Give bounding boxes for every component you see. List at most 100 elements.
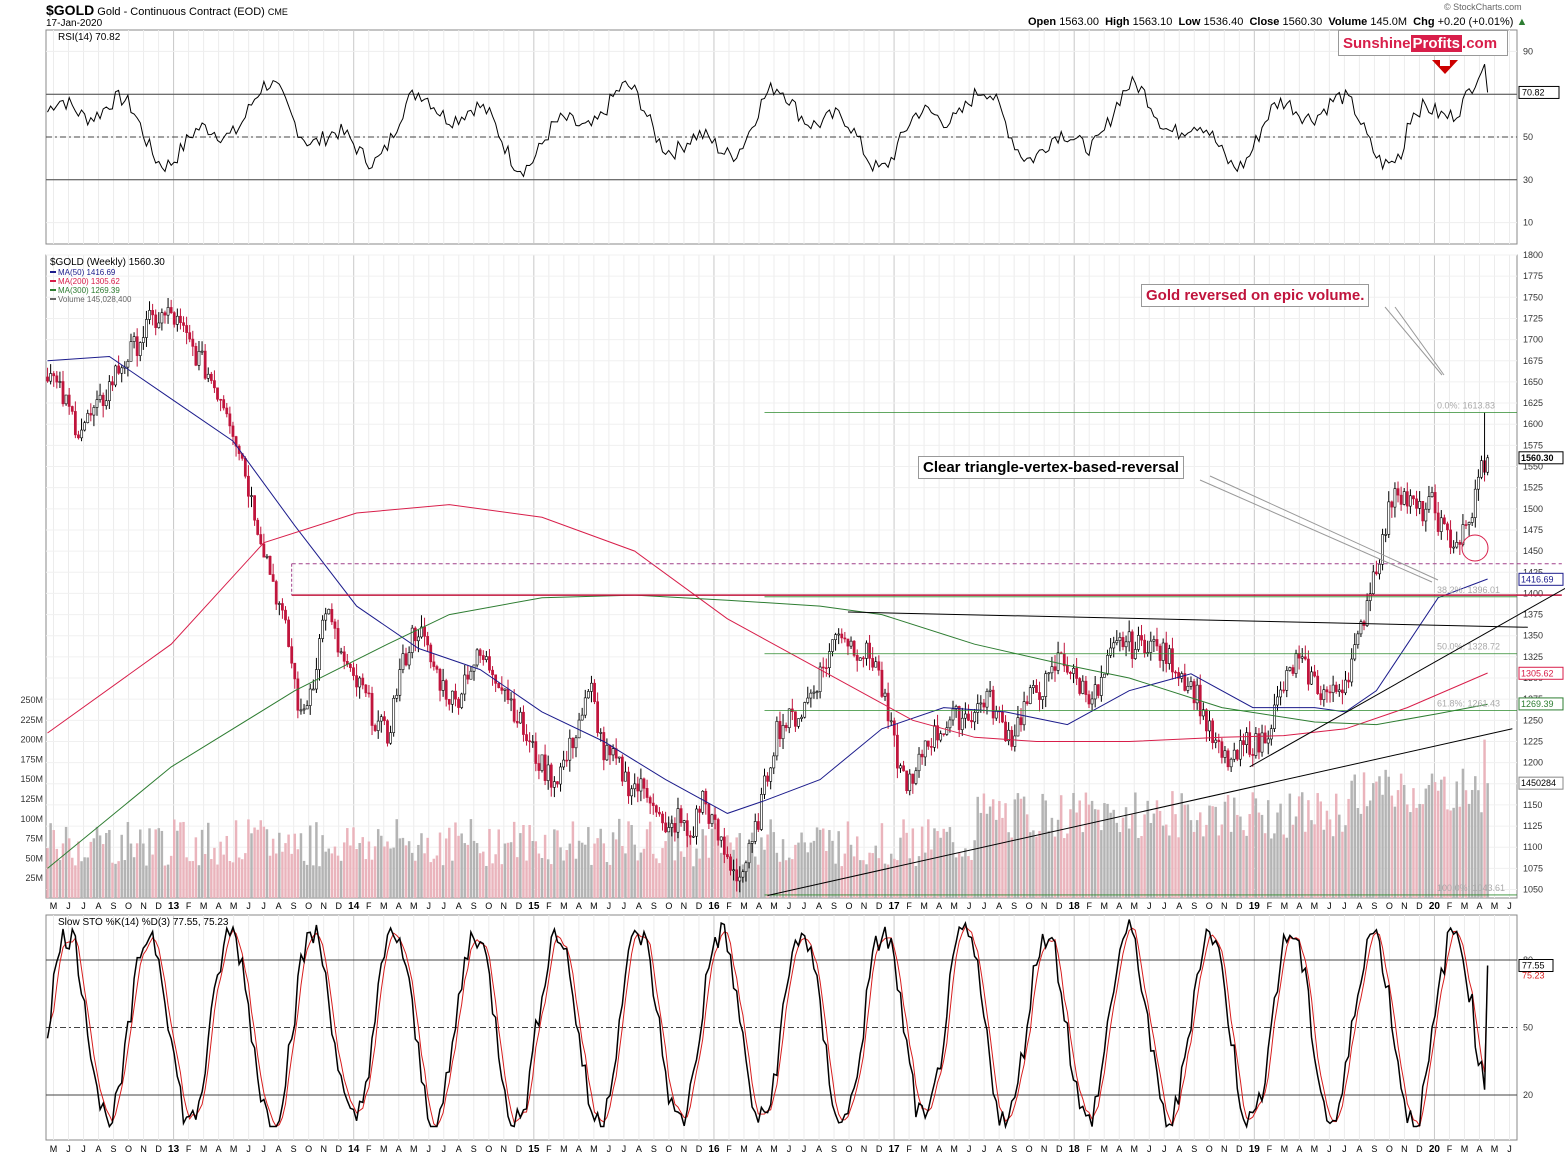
candle-body	[1433, 492, 1437, 514]
volume-bar	[101, 844, 105, 898]
candle-body	[194, 346, 198, 366]
brand-part-2: Profits	[1410, 35, 1463, 52]
candle-body	[308, 688, 312, 706]
x-tick-label: A	[276, 901, 282, 911]
x-tick-label: S	[1371, 1144, 1377, 1154]
volume-bar	[389, 848, 392, 898]
candle-body	[1072, 668, 1075, 674]
volume-bar	[380, 835, 383, 898]
x-tick-label: M	[950, 901, 958, 911]
volume-bar	[281, 851, 284, 898]
x-tick-label: A	[756, 901, 762, 911]
candle-body	[101, 394, 105, 407]
volume-bar	[444, 838, 448, 898]
candle-body	[370, 693, 374, 726]
volume-bar	[747, 860, 751, 898]
candle-body	[1396, 488, 1400, 496]
candle-body	[1442, 517, 1446, 525]
volume-bar	[274, 853, 278, 898]
candle-body	[1334, 684, 1338, 692]
candle-body	[213, 380, 216, 389]
volume-bar	[197, 865, 201, 898]
candle-body	[1205, 709, 1208, 732]
volume-tick-label: 225M	[20, 715, 43, 725]
open-label: Open	[1028, 16, 1057, 28]
x-tick-label: M	[560, 1144, 568, 1154]
candle-body	[327, 609, 331, 615]
volume-bar	[1245, 835, 1248, 898]
volume-bar	[111, 862, 114, 898]
candle-body	[951, 708, 955, 721]
volume-bar	[185, 857, 188, 898]
candle-body	[49, 373, 53, 382]
volume-bar	[1341, 831, 1344, 898]
volume-bar	[1220, 824, 1224, 898]
candle-body	[1263, 732, 1267, 744]
volume-bar	[312, 865, 315, 898]
x-tick-label: M	[1461, 901, 1469, 911]
volume-bar	[846, 821, 850, 898]
volume-bar	[1409, 812, 1412, 898]
candle-body	[114, 365, 117, 386]
price-title: $GOLD (Weekly) 1560.30	[50, 257, 165, 268]
volume-bar	[939, 837, 942, 898]
volume-bar	[1356, 808, 1360, 898]
volume-bar	[979, 812, 983, 898]
volume-bar	[1161, 825, 1165, 898]
volume-bar	[936, 831, 939, 898]
volume-bar	[466, 844, 470, 898]
callout-leader	[1384, 306, 1443, 376]
candle-body	[243, 458, 247, 477]
x-tick-label: S	[1191, 1144, 1197, 1154]
candle-body	[639, 778, 643, 792]
x-tick-label: J	[1147, 1144, 1152, 1154]
volume-bar	[407, 841, 411, 898]
brand-part-1: Sunshine	[1343, 35, 1411, 52]
volume-bar	[995, 819, 998, 898]
x-tick-label: J	[427, 1144, 432, 1154]
volume-bar	[423, 853, 426, 898]
rsi-tick-label: 30	[1523, 175, 1533, 185]
x-tick-label: D	[876, 1144, 883, 1154]
volume-bar	[831, 840, 834, 898]
volume-bar	[370, 859, 374, 898]
volume-bar	[1208, 805, 1211, 898]
rsi-last-value: 70.82	[1522, 87, 1545, 97]
x-tick-label: F	[366, 1144, 372, 1154]
candle-body	[169, 307, 173, 313]
candle-body	[1421, 501, 1425, 522]
x-tick-label: J	[442, 901, 447, 911]
x-tick-label: A	[96, 901, 102, 911]
candle-body	[1112, 642, 1116, 649]
volume-bar	[67, 838, 71, 898]
candle-body	[1056, 652, 1060, 671]
candle-body	[945, 727, 949, 735]
volume-bar	[664, 841, 667, 898]
candle-body	[1075, 668, 1079, 679]
candle-body	[518, 711, 522, 724]
volume-tick-label: 50M	[25, 853, 43, 863]
volume-bar	[271, 838, 275, 898]
volume-bar	[1461, 768, 1465, 898]
candle-body	[716, 819, 720, 841]
candle-body	[126, 361, 130, 368]
candle-body	[253, 495, 256, 521]
candle-body	[302, 708, 306, 711]
volume-bar	[868, 852, 871, 898]
volume-bar	[1072, 793, 1075, 898]
x-tick-label: J	[1162, 901, 1167, 911]
x-tick-label: S	[651, 1144, 657, 1154]
volume-bar	[1158, 810, 1162, 898]
x-tick-label: A	[996, 901, 1002, 911]
x-tick-label: S	[831, 901, 837, 911]
x-tick-label: A	[1356, 901, 1362, 911]
volume-bar	[1124, 807, 1128, 898]
volume-bar	[1137, 837, 1140, 898]
x-tick-label: N	[140, 1144, 147, 1154]
candle-body	[732, 869, 735, 872]
candle-body	[367, 692, 371, 695]
volume-bar	[1239, 816, 1242, 898]
volume-bar	[237, 857, 241, 898]
candle-body	[905, 770, 909, 792]
volume-bar	[157, 828, 161, 898]
